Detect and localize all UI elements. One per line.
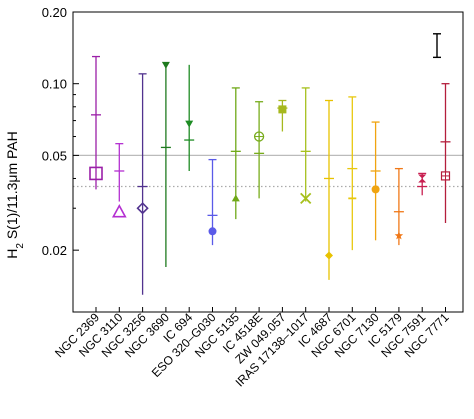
plot-frame (72, 11, 464, 313)
series-8 (253, 101, 265, 199)
reference-lines (73, 154, 463, 188)
series-16 (440, 83, 451, 224)
series-11 (324, 99, 334, 280)
y-tick-label: 0.20 (42, 5, 67, 20)
data-point (136, 202, 149, 215)
typical-error-bar (433, 33, 441, 59)
y-axis-label-sub: 2 (15, 243, 26, 249)
y-tick-label: 0.10 (42, 77, 67, 92)
series-12 (347, 96, 358, 251)
series-1 (89, 55, 103, 190)
data-point (208, 227, 217, 236)
data-point (89, 166, 103, 181)
series-7 (230, 87, 241, 220)
data-point (394, 231, 404, 240)
y-axis-label-rest: S(1)/11.3μm PAH (4, 131, 20, 243)
series-13 (370, 121, 381, 241)
y-tick-label: 0.05 (42, 148, 67, 163)
series-14 (393, 167, 404, 246)
y-tick-label: 0.02 (42, 243, 67, 258)
data-point (278, 105, 287, 114)
series-2 (111, 143, 127, 218)
data-point (231, 194, 240, 202)
data-point (418, 174, 427, 183)
data-point (325, 251, 333, 260)
data-point (185, 120, 194, 128)
series-10 (300, 87, 312, 205)
series-6 (207, 158, 218, 246)
data-point (300, 192, 312, 205)
data-point (111, 204, 127, 218)
series-5 (184, 64, 195, 171)
data-series (89, 55, 451, 295)
y-axis-label-main: H (4, 249, 20, 259)
data-point (161, 61, 170, 69)
series-3 (136, 73, 149, 295)
series-4 (160, 61, 171, 267)
data-point (371, 185, 380, 194)
series-15 (417, 172, 428, 196)
series-9 (277, 99, 288, 132)
y-axis-label: H2 S(1)/11.3μm PAH (4, 131, 26, 259)
